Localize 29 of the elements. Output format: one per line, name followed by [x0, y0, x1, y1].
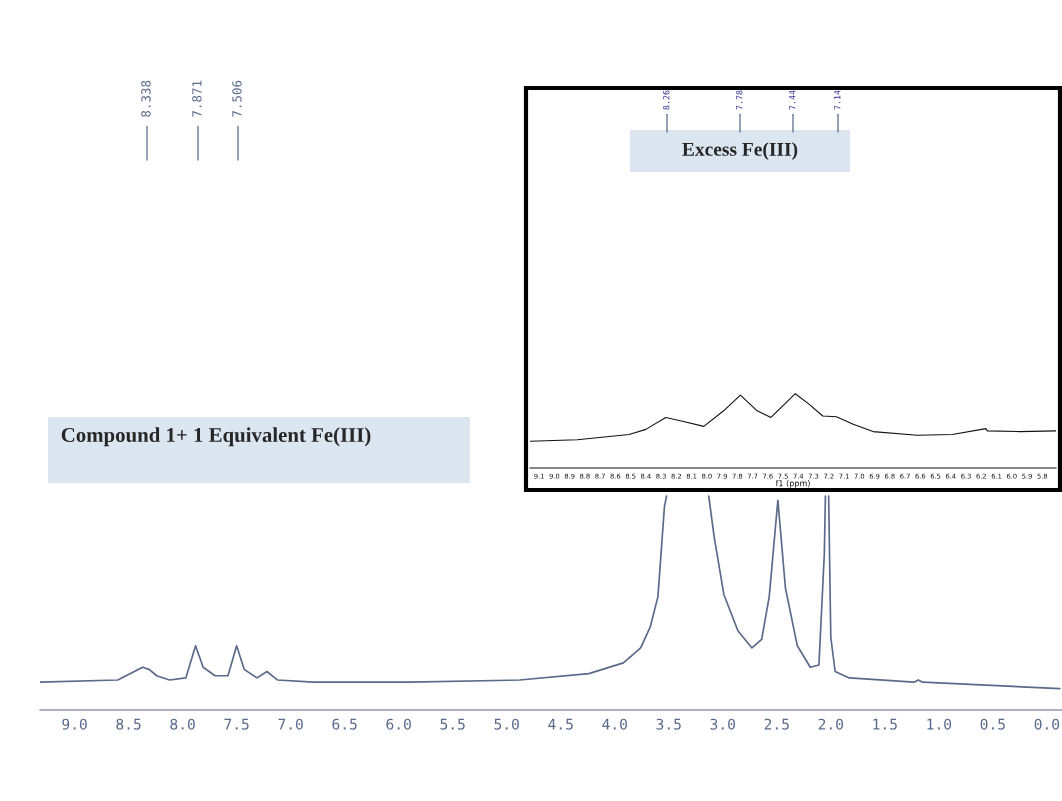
x-tick-label: 5.0	[494, 718, 519, 730]
x-tick-label: 9.0	[62, 718, 87, 730]
text: Compound 1+ 1 Equivalent Fe(III)	[61, 427, 371, 447]
text: Excess Fe(III)	[682, 142, 798, 160]
text: 7.44	[789, 90, 796, 110]
x-tick-label: 6.0	[386, 718, 411, 730]
x-tick-label: 4.5	[548, 718, 573, 730]
text: 8.338	[141, 80, 151, 117]
text: 7.871	[192, 80, 202, 117]
x-axis-title: f1 (ppm)	[775, 480, 810, 488]
x-tick-label: 1.0	[927, 718, 952, 730]
x-tick-label: 7.5	[224, 718, 249, 730]
text: 7.14	[834, 90, 841, 110]
x-tick-label: 2.5	[764, 718, 789, 730]
x-tick-label: 5.5	[440, 718, 465, 730]
text: 7.78	[736, 90, 743, 110]
x-tick-label: 3.0	[710, 718, 735, 730]
text: 7.506	[232, 80, 242, 117]
x-tick-label: 8.5	[116, 718, 141, 730]
x-tick-label: 2.0	[818, 718, 844, 730]
text: 8.26	[663, 90, 670, 110]
x-tick-label: 0.0	[1034, 718, 1060, 730]
x-tick-label: 7.0	[278, 718, 303, 730]
x-tick-label: 6.5	[332, 718, 357, 730]
x-tick-label: 4.0	[602, 718, 627, 730]
x-tick-label: 8.0	[170, 718, 195, 730]
x-tick-label: 1.5	[873, 718, 897, 730]
x-tick-label: 0.5	[980, 718, 1005, 730]
x-tick-label: 3.5	[656, 718, 681, 730]
